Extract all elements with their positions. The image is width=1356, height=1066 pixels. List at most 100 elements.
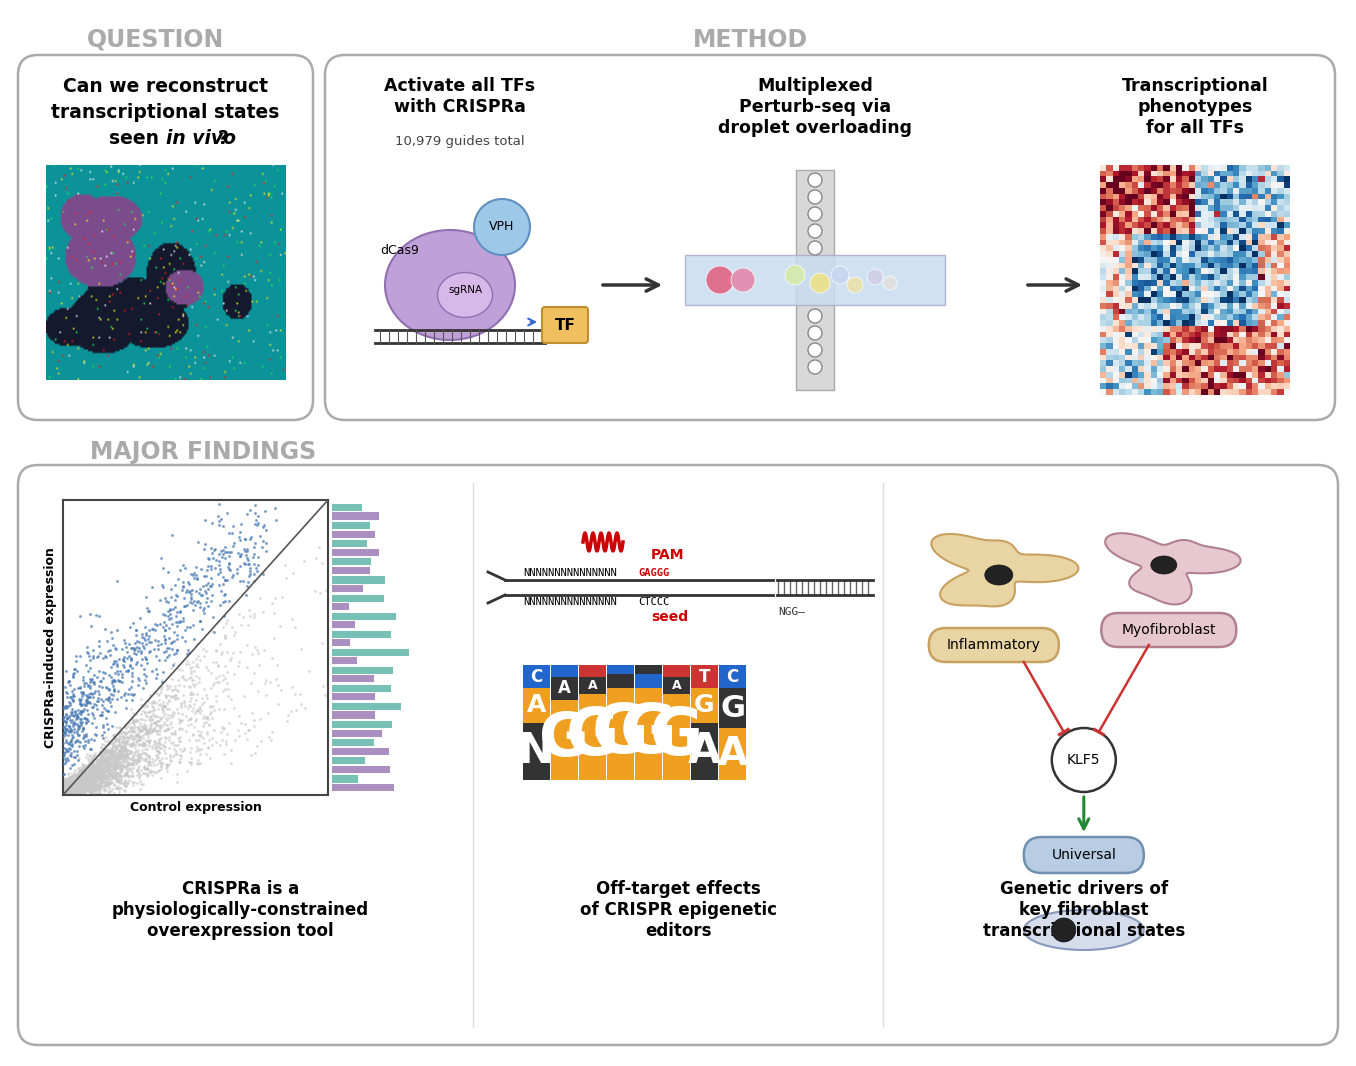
Point — [94, 745, 115, 762]
Point — [317, 591, 339, 608]
Point — [91, 747, 113, 764]
Point — [79, 772, 100, 789]
Point — [84, 778, 106, 795]
Point — [217, 643, 239, 660]
Point — [84, 763, 106, 780]
Point — [119, 736, 141, 753]
Point — [152, 754, 174, 771]
Point — [79, 771, 100, 788]
Point — [258, 705, 279, 722]
Point — [53, 787, 75, 804]
Point — [60, 781, 81, 798]
Point — [114, 757, 136, 774]
Point — [72, 779, 94, 796]
Point — [99, 746, 121, 763]
Point — [66, 727, 88, 744]
Bar — [332, 704, 401, 710]
Point — [187, 659, 209, 676]
Point — [79, 778, 100, 795]
Point — [66, 765, 88, 782]
Point — [213, 700, 235, 717]
Point — [76, 675, 98, 692]
Point — [174, 632, 195, 649]
Point — [141, 738, 163, 755]
Point — [98, 691, 119, 708]
Point — [239, 502, 260, 519]
Point — [157, 706, 179, 723]
Point — [66, 781, 88, 798]
Point — [72, 685, 94, 702]
Point — [87, 682, 108, 699]
Point — [153, 613, 175, 630]
Point — [79, 769, 100, 786]
Point — [103, 776, 125, 793]
Point — [193, 604, 214, 621]
Point — [122, 640, 144, 657]
Point — [152, 704, 174, 721]
Point — [127, 718, 149, 736]
Point — [85, 768, 107, 785]
Point — [118, 732, 140, 749]
Point — [156, 721, 178, 738]
Point — [125, 733, 146, 750]
Point — [145, 756, 167, 773]
Point — [122, 727, 144, 744]
Point — [66, 778, 88, 795]
Point — [99, 743, 121, 760]
Point — [66, 746, 88, 763]
Point — [114, 746, 136, 763]
Point — [92, 778, 114, 795]
Point — [104, 760, 126, 777]
Point — [122, 721, 144, 738]
Point — [85, 763, 107, 780]
Point — [72, 720, 94, 737]
Point — [92, 764, 114, 781]
Point — [95, 752, 117, 769]
Point — [80, 771, 102, 788]
Point — [103, 756, 125, 773]
Point — [60, 784, 81, 801]
Point — [126, 712, 148, 729]
Point — [243, 608, 264, 625]
Point — [76, 766, 98, 784]
Point — [117, 748, 138, 765]
Point — [71, 784, 92, 801]
Point — [114, 776, 136, 793]
Point — [73, 775, 95, 792]
Point — [180, 710, 202, 727]
Point — [79, 677, 100, 694]
Point — [226, 658, 248, 675]
Bar — [332, 667, 393, 674]
Point — [106, 737, 127, 754]
Point — [53, 776, 75, 793]
Point — [64, 785, 85, 802]
Point — [79, 786, 100, 803]
Point — [60, 773, 81, 790]
Circle shape — [475, 199, 530, 255]
Point — [164, 592, 186, 609]
Text: TF: TF — [555, 318, 575, 333]
Point — [71, 683, 92, 700]
Point — [221, 618, 243, 635]
Point — [71, 771, 92, 788]
Point — [77, 731, 99, 748]
Point — [148, 632, 170, 649]
Point — [56, 787, 77, 804]
Point — [100, 768, 122, 785]
Point — [87, 752, 108, 769]
Point — [99, 758, 121, 775]
Point — [197, 562, 218, 579]
Point — [88, 786, 110, 803]
Point — [92, 740, 114, 757]
Point — [80, 758, 102, 775]
Point — [174, 621, 195, 639]
Point — [64, 787, 85, 804]
Point — [182, 699, 203, 716]
Point — [53, 779, 75, 796]
Point — [133, 738, 155, 755]
Point — [62, 728, 84, 745]
Point — [61, 778, 83, 795]
Point — [243, 555, 264, 572]
Point — [85, 760, 107, 777]
Point — [267, 696, 289, 713]
